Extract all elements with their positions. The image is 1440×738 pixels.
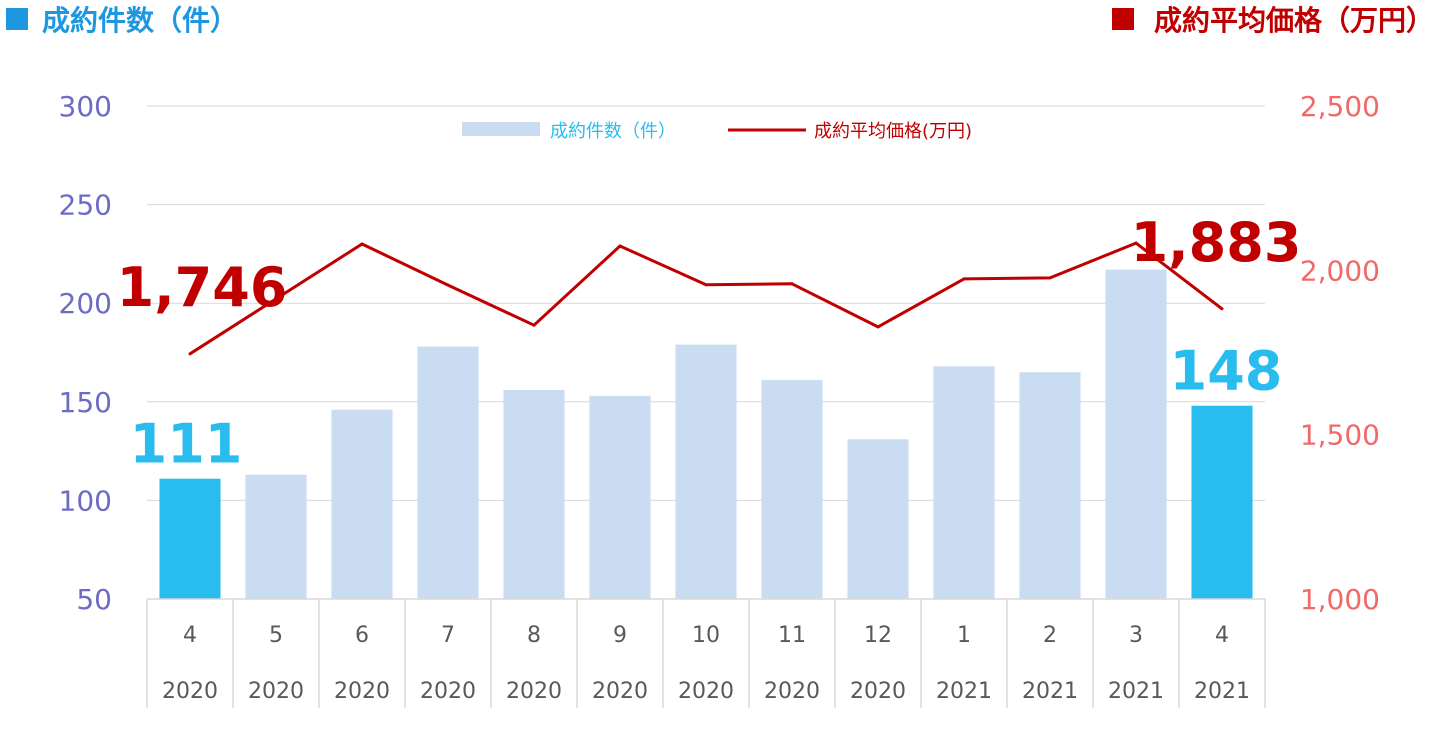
left-tick-label: 200 [59,287,112,320]
line-point [274,297,278,301]
month-label: 6 [355,623,369,648]
left-tick-label: 100 [59,484,112,517]
year-label: 2020 [334,679,390,704]
line-point [1048,276,1052,280]
bar [761,380,823,599]
line-point [704,283,708,287]
right-tick-label: 2,500 [1300,90,1380,123]
month-label: 2 [1043,623,1057,648]
month-label: 5 [269,623,283,648]
bar [503,389,565,599]
left-header-title: 成約件数（件） [42,4,238,37]
bar [417,346,479,599]
legend-bar-label: 成約件数（件） [550,121,676,142]
category-axis: 4 2020 5 2020 6 2020 7 2020 8 2020 9 2020 10 2020 11 20… [146,598,1266,708]
right-header-swatch [1112,8,1134,30]
line-data-label: 1,883 [1131,211,1302,274]
line-point [1220,307,1224,311]
line-point [446,283,450,287]
bar [1019,372,1081,599]
bar [589,395,651,599]
year-label: 2021 [1194,679,1250,704]
legend: 成約件数（件） 成約平均価格(万円) [462,121,972,142]
line-point [618,244,622,248]
right-tick-label: 1,000 [1300,583,1380,616]
right-axis: 1,000 1,500 2,000 2,500 [1300,90,1380,616]
bar [675,344,737,599]
year-label: 2020 [420,679,476,704]
month-label: 11 [778,623,806,648]
line-point [876,325,880,329]
right-tick-label: 2,000 [1300,254,1380,287]
bar [847,439,909,599]
left-axis: 50 100 150 200 250 300 [59,90,112,616]
right-tick-label: 1,500 [1300,419,1380,452]
month-label: 9 [613,623,627,648]
year-label: 2020 [678,679,734,704]
bar [159,478,221,599]
month-label: 4 [183,623,197,648]
left-header: 成約件数（件） [6,4,238,37]
line-point [1134,241,1138,245]
data-labels: 111 148 1,746 1,883 [117,211,1302,476]
year-label: 2020 [764,679,820,704]
line-series [188,241,1224,356]
line-point [532,323,536,327]
year-label: 2021 [1022,679,1078,704]
left-tick-label: 50 [76,583,112,616]
year-label: 2020 [850,679,906,704]
month-label: 7 [441,623,455,648]
left-tick-label: 250 [59,189,112,222]
month-label: 12 [864,623,892,648]
bar-series [159,269,1253,599]
line-point [790,282,794,286]
month-label: 10 [692,623,720,648]
year-label: 2020 [162,679,218,704]
year-label: 2021 [1108,679,1164,704]
legend-line-label: 成約平均価格(万円) [814,121,972,142]
bar [331,409,393,599]
left-header-swatch [6,8,28,30]
bar [245,474,307,599]
line-data-label: 1,746 [117,256,288,319]
bar [933,366,995,599]
line-point [962,277,966,281]
year-label: 2020 [248,679,304,704]
year-label: 2021 [936,679,992,704]
bar-data-label: 148 [1170,340,1283,403]
price-line [189,241,1223,356]
left-tick-label: 150 [59,386,112,419]
left-tick-label: 300 [59,90,112,123]
line-point [188,352,192,356]
bar-data-label: 111 [130,413,243,476]
month-label: 1 [957,623,971,648]
bar [1191,405,1253,599]
right-header: 成約平均価格（万円） [1112,4,1434,37]
month-label: 4 [1215,623,1229,648]
right-header-title: 成約平均価格（万円） [1154,4,1434,37]
bar [1105,269,1167,599]
legend-bar-swatch [462,122,540,136]
year-label: 2020 [592,679,648,704]
month-label: 8 [527,623,541,648]
line-point [360,242,364,246]
month-label: 3 [1129,623,1143,648]
year-label: 2020 [506,679,562,704]
